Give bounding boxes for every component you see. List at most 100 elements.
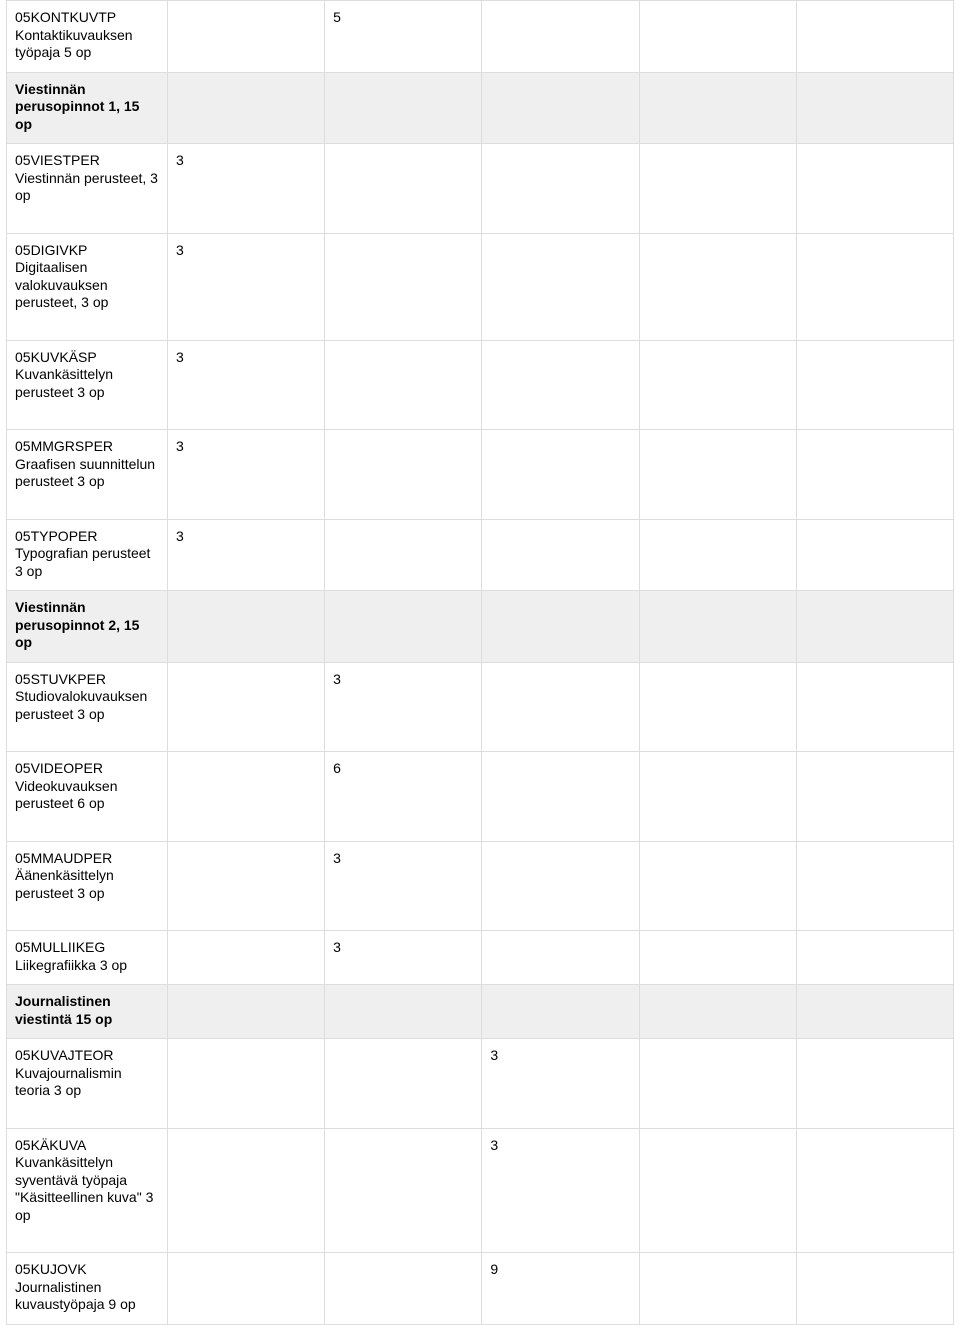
credits-cell: [325, 1039, 482, 1129]
credits-cell: [639, 752, 796, 842]
credits-cell: [639, 591, 796, 663]
course-label: 05MMGRSPER Graafisen suunnittelun perust…: [7, 430, 168, 520]
course-row: 05VIDEOPER Videokuvauksen perusteet 6 op…: [7, 752, 954, 842]
section-title: Viestinnän perusopinnot 1, 15 op: [7, 72, 168, 144]
course-label: 05VIESTPER Viestinnän perusteet, 3 op: [7, 144, 168, 234]
credits-cell: [639, 931, 796, 985]
credits-cell: 3: [167, 519, 324, 591]
credits-cell: [325, 591, 482, 663]
credits-cell: [796, 752, 953, 842]
credits-cell: [796, 340, 953, 430]
credits-cell: [796, 233, 953, 340]
credits-cell: [482, 591, 639, 663]
course-row: 05KUJOVK Journalistinen kuvaustyöpaja 9 …: [7, 1253, 954, 1325]
credits-cell: [796, 985, 953, 1039]
credits-cell: [325, 233, 482, 340]
course-row: 05MMAUDPER Äänenkäsittelyn perusteet 3 o…: [7, 841, 954, 931]
credits-cell: [167, 1, 324, 73]
credits-cell: [482, 931, 639, 985]
credits-cell: [796, 841, 953, 931]
credits-cell: [639, 144, 796, 234]
credits-cell: 3: [482, 1039, 639, 1129]
credits-cell: [167, 72, 324, 144]
credits-cell: [325, 72, 482, 144]
course-row: 05KÄKUVA Kuvankäsittelyn syventävä työpa…: [7, 1128, 954, 1253]
credits-cell: [325, 430, 482, 520]
course-label: 05KONTKUVTP Kontaktikuvauksen työpaja 5 …: [7, 1, 168, 73]
course-label: 05MMAUDPER Äänenkäsittelyn perusteet 3 o…: [7, 841, 168, 931]
credits-cell: [482, 841, 639, 931]
credits-cell: [167, 752, 324, 842]
curriculum-table: 05KONTKUVTP Kontaktikuvauksen työpaja 5 …: [6, 0, 954, 1325]
credits-cell: [639, 519, 796, 591]
credits-cell: [639, 841, 796, 931]
credits-cell: [639, 985, 796, 1039]
credits-cell: [167, 1128, 324, 1253]
credits-cell: 3: [325, 931, 482, 985]
section-header-row: Viestinnän perusopinnot 1, 15 op: [7, 72, 954, 144]
credits-cell: 9: [482, 1253, 639, 1325]
credits-cell: [796, 591, 953, 663]
course-row: 05KUVAJTEOR Kuvajournalismin teoria 3 op…: [7, 1039, 954, 1129]
course-label: 05DIGIVKP Digitaalisen valokuvauksen per…: [7, 233, 168, 340]
course-row: 05MMGRSPER Graafisen suunnittelun perust…: [7, 430, 954, 520]
credits-cell: [325, 1128, 482, 1253]
credits-cell: [167, 1039, 324, 1129]
credits-cell: [796, 662, 953, 752]
credits-cell: [639, 662, 796, 752]
credits-cell: [482, 144, 639, 234]
credits-cell: [325, 1253, 482, 1325]
course-row: 05KUVKÄSP Kuvankäsittelyn perusteet 3 op…: [7, 340, 954, 430]
credits-cell: [639, 1, 796, 73]
credits-cell: [167, 662, 324, 752]
credits-cell: [167, 591, 324, 663]
credits-cell: [482, 519, 639, 591]
course-label: 05VIDEOPER Videokuvauksen perusteet 6 op: [7, 752, 168, 842]
credits-cell: [639, 72, 796, 144]
credits-cell: [167, 985, 324, 1039]
section-header-row: Viestinnän perusopinnot 2, 15 op: [7, 591, 954, 663]
credits-cell: 3: [167, 144, 324, 234]
course-label: 05KUJOVK Journalistinen kuvaustyöpaja 9 …: [7, 1253, 168, 1325]
section-title: Viestinnän perusopinnot 2, 15 op: [7, 591, 168, 663]
credits-cell: [482, 430, 639, 520]
credits-cell: [796, 1, 953, 73]
credits-cell: [482, 662, 639, 752]
credits-cell: [482, 72, 639, 144]
credits-cell: 3: [325, 841, 482, 931]
credits-cell: [796, 519, 953, 591]
credits-cell: [167, 931, 324, 985]
credits-cell: [325, 340, 482, 430]
credits-cell: [796, 144, 953, 234]
course-row: 05MULLIIKEG Liikegrafiikka 3 op 3: [7, 931, 954, 985]
course-row: 05STUVKPER Studiovalokuvauksen perusteet…: [7, 662, 954, 752]
course-label: 05KÄKUVA Kuvankäsittelyn syventävä työpa…: [7, 1128, 168, 1253]
credits-cell: [639, 1253, 796, 1325]
course-row: 05DIGIVKP Digitaalisen valokuvauksen per…: [7, 233, 954, 340]
course-label: 05STUVKPER Studiovalokuvauksen perusteet…: [7, 662, 168, 752]
credits-cell: [482, 752, 639, 842]
credits-cell: [639, 1128, 796, 1253]
course-label: 05KUVKÄSP Kuvankäsittelyn perusteet 3 op: [7, 340, 168, 430]
credits-cell: [796, 1128, 953, 1253]
course-row: 05KONTKUVTP Kontaktikuvauksen työpaja 5 …: [7, 1, 954, 73]
credits-cell: [796, 931, 953, 985]
section-header-row: Journalistinen viestintä 15 op: [7, 985, 954, 1039]
credits-cell: [796, 430, 953, 520]
credits-cell: [325, 144, 482, 234]
credits-cell: [482, 233, 639, 340]
course-row: 05TYPOPER Typografian perusteet 3 op3: [7, 519, 954, 591]
credits-cell: [796, 1253, 953, 1325]
credits-cell: 3: [167, 233, 324, 340]
section-title: Journalistinen viestintä 15 op: [7, 985, 168, 1039]
credits-cell: 3: [325, 662, 482, 752]
credits-cell: [639, 233, 796, 340]
course-label: 05TYPOPER Typografian perusteet 3 op: [7, 519, 168, 591]
credits-cell: [796, 72, 953, 144]
credits-cell: 6: [325, 752, 482, 842]
credits-cell: [167, 841, 324, 931]
credits-cell: [639, 340, 796, 430]
credits-cell: 3: [482, 1128, 639, 1253]
course-label: 05MULLIIKEG Liikegrafiikka 3 op: [7, 931, 168, 985]
credits-cell: [167, 1253, 324, 1325]
